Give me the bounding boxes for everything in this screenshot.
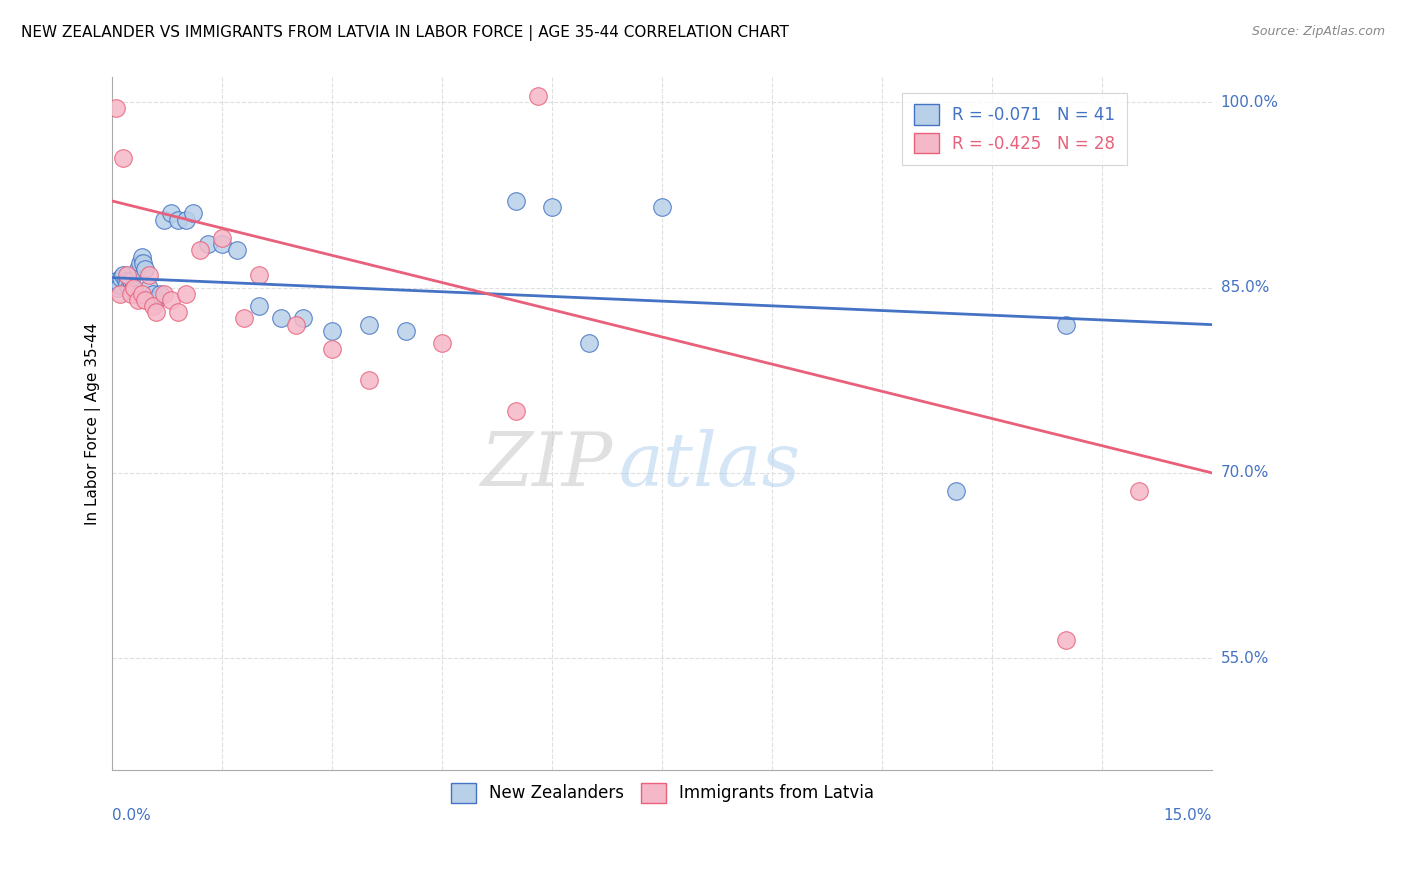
Point: [357, 318, 380, 332]
Point: [211, 237, 233, 252]
Point: [115, 277, 138, 291]
Point: [108, 286, 131, 301]
Text: 85.0%: 85.0%: [1220, 280, 1268, 295]
Point: [142, 286, 165, 301]
Point: [174, 286, 197, 301]
Point: [131, 250, 153, 264]
Point: [395, 324, 418, 338]
Point: [505, 194, 527, 208]
Point: [945, 484, 967, 499]
Point: [105, 101, 128, 115]
Point: [321, 343, 343, 357]
Point: [110, 270, 132, 285]
Point: [432, 336, 454, 351]
Point: [197, 237, 219, 252]
Point: [124, 283, 146, 297]
Point: [233, 311, 256, 326]
Point: [134, 293, 156, 307]
Point: [211, 231, 233, 245]
Text: 55.0%: 55.0%: [1220, 651, 1268, 665]
Point: [117, 280, 139, 294]
Point: [124, 280, 146, 294]
Point: [321, 324, 343, 338]
Text: 15.0%: 15.0%: [1164, 808, 1212, 823]
Point: [1054, 318, 1077, 332]
Text: 70.0%: 70.0%: [1220, 466, 1268, 481]
Point: [138, 268, 160, 283]
Point: [505, 404, 527, 418]
Point: [578, 336, 600, 351]
Point: [292, 311, 315, 326]
Legend: New Zealanders, Immigrants from Latvia: New Zealanders, Immigrants from Latvia: [444, 776, 880, 810]
Y-axis label: In Labor Force | Age 35-44: In Labor Force | Age 35-44: [86, 322, 101, 524]
Point: [526, 89, 548, 103]
Point: [145, 293, 167, 307]
Point: [120, 286, 142, 301]
Point: [152, 212, 174, 227]
Point: [107, 280, 129, 294]
Text: atlas: atlas: [619, 429, 800, 501]
Point: [127, 262, 149, 277]
Point: [247, 268, 270, 283]
Point: [125, 286, 148, 301]
Text: NEW ZEALANDER VS IMMIGRANTS FROM LATVIA IN LABOR FORCE | AGE 35-44 CORRELATION C: NEW ZEALANDER VS IMMIGRANTS FROM LATVIA …: [21, 25, 789, 41]
Point: [115, 268, 138, 283]
Point: [131, 286, 153, 301]
Point: [142, 299, 165, 313]
Point: [174, 212, 197, 227]
Point: [167, 212, 190, 227]
Point: [105, 274, 128, 288]
Point: [145, 305, 167, 319]
Point: [108, 278, 131, 293]
Point: [120, 274, 142, 288]
Point: [152, 286, 174, 301]
Text: Source: ZipAtlas.com: Source: ZipAtlas.com: [1251, 25, 1385, 38]
Point: [122, 280, 145, 294]
Point: [132, 256, 155, 270]
Point: [138, 280, 160, 294]
Point: [112, 151, 135, 165]
Point: [129, 256, 152, 270]
Point: [226, 244, 249, 258]
Text: 0.0%: 0.0%: [112, 808, 152, 823]
Point: [1128, 484, 1150, 499]
Point: [541, 200, 564, 214]
Point: [160, 293, 183, 307]
Point: [190, 244, 212, 258]
Point: [134, 262, 156, 277]
Point: [149, 286, 172, 301]
Point: [114, 274, 136, 288]
Point: [247, 299, 270, 313]
Point: [167, 305, 190, 319]
Text: 100.0%: 100.0%: [1220, 95, 1278, 110]
Point: [181, 206, 204, 220]
Point: [112, 268, 135, 283]
Point: [127, 293, 149, 307]
Text: ZIP: ZIP: [481, 429, 613, 501]
Point: [651, 200, 673, 214]
Point: [1054, 632, 1077, 647]
Point: [270, 311, 292, 326]
Point: [284, 318, 307, 332]
Point: [357, 373, 380, 387]
Point: [160, 206, 183, 220]
